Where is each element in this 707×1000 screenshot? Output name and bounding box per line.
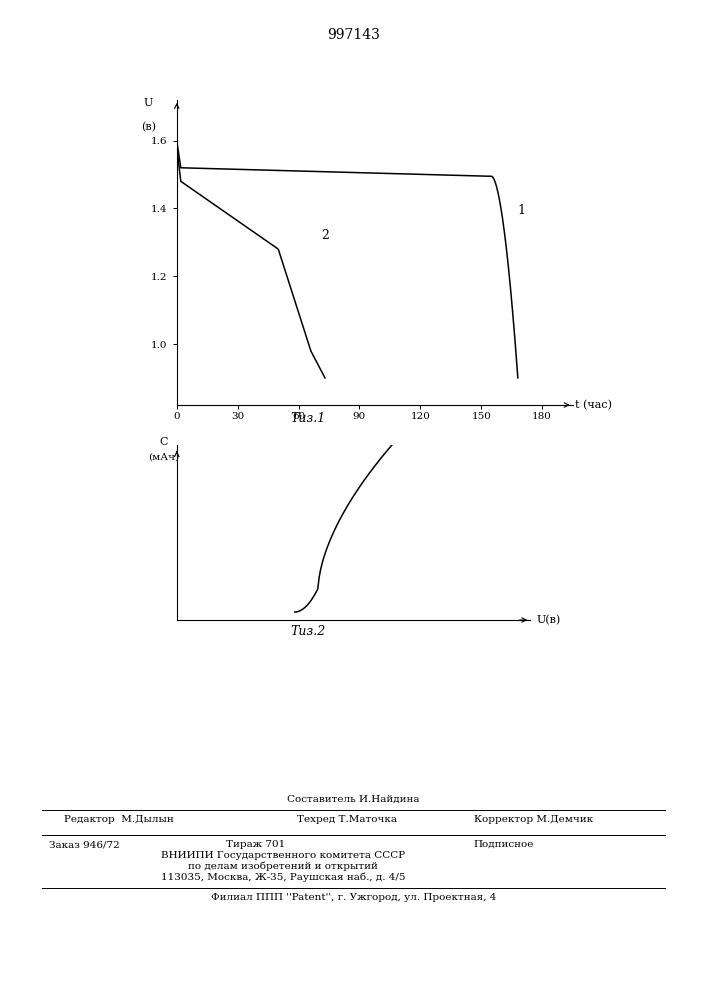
Text: t (час): t (час) xyxy=(575,400,612,410)
Text: Τиз.1: Τиз.1 xyxy=(290,412,325,425)
Text: ВНИИПИ Государственного комитета СССР: ВНИИПИ Государственного комитета СССР xyxy=(160,851,405,860)
Text: 1: 1 xyxy=(518,204,526,217)
Text: Составитель И.Найдина: Составитель И.Найдина xyxy=(287,795,420,804)
Text: Τиз.2: Τиз.2 xyxy=(290,625,325,638)
Text: по делам изобретений и открытий: по делам изобретений и открытий xyxy=(188,861,378,871)
Text: U: U xyxy=(144,98,153,108)
Text: Редактор  М.Дылын: Редактор М.Дылын xyxy=(64,815,173,824)
Text: U(в): U(в) xyxy=(537,615,561,625)
Text: 113035, Москва, Ж-35, Раушская наб., д. 4/5: 113035, Москва, Ж-35, Раушская наб., д. … xyxy=(160,872,405,882)
Text: 2: 2 xyxy=(321,229,329,242)
Text: Подписное: Подписное xyxy=(474,840,534,849)
Text: C: C xyxy=(159,437,168,447)
Text: (мАч): (мАч) xyxy=(148,453,179,462)
Text: (в): (в) xyxy=(141,122,156,132)
Text: Заказ 946/72: Заказ 946/72 xyxy=(49,840,120,849)
Text: Тираж 701: Тираж 701 xyxy=(226,840,286,849)
Text: Филиал ППП ''Patent'', г. Ужгород, ул. Проектная, 4: Филиал ППП ''Patent'', г. Ужгород, ул. П… xyxy=(211,893,496,902)
Text: Корректор М.Демчик: Корректор М.Демчик xyxy=(474,815,592,824)
Text: 997143: 997143 xyxy=(327,28,380,42)
Text: Техред Т.Маточка: Техред Т.Маточка xyxy=(297,815,397,824)
